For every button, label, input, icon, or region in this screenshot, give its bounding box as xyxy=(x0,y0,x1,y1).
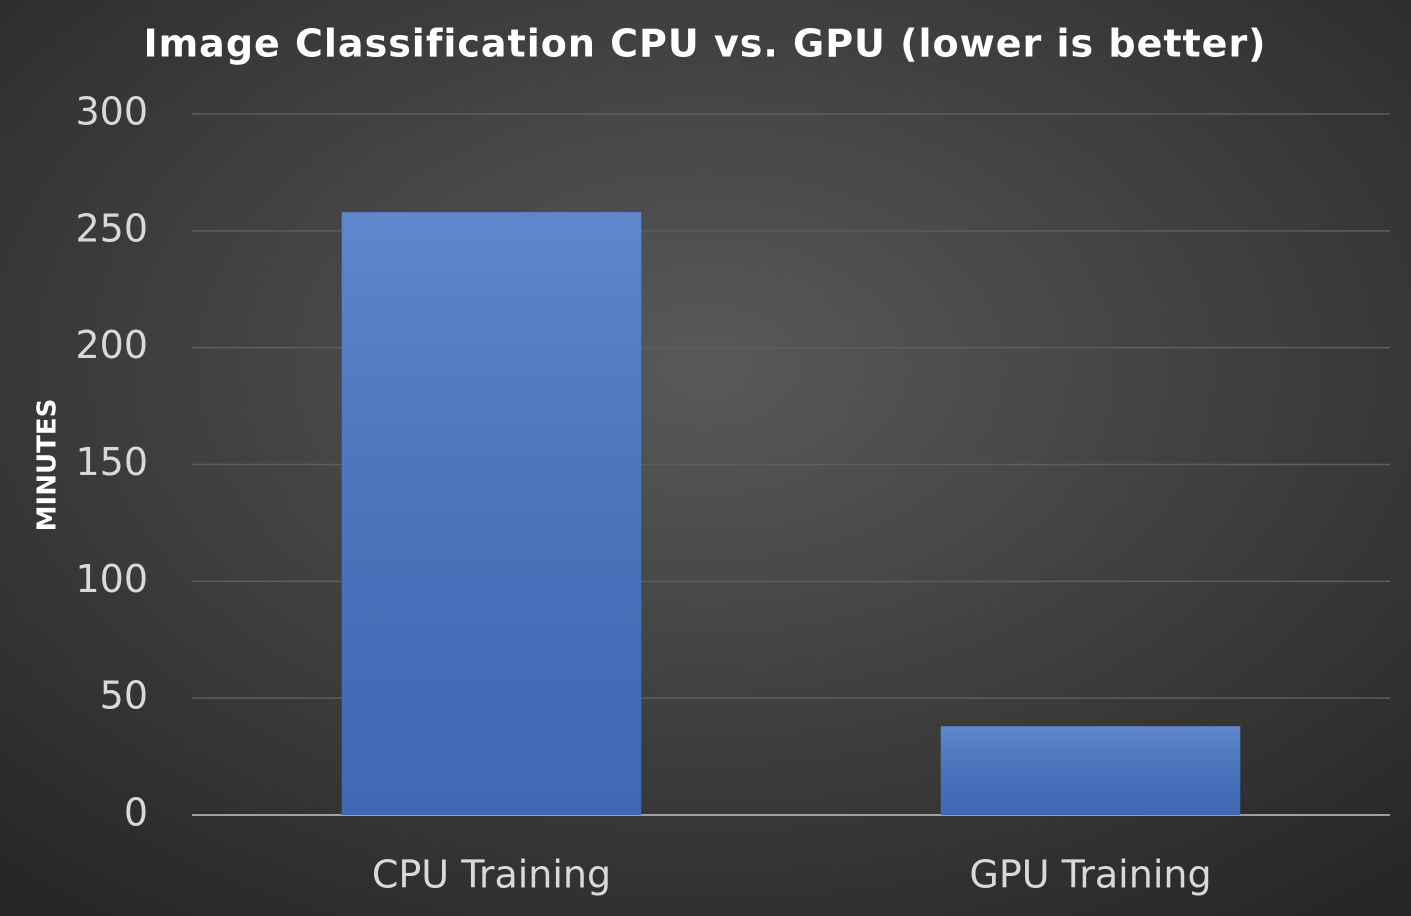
y-tick-label: 250 xyxy=(75,206,148,250)
x-tick-label: CPU Training xyxy=(372,853,611,897)
x-tick-label: GPU Training xyxy=(969,853,1211,897)
y-tick-label: 200 xyxy=(75,323,148,367)
chart-title: Image Classification CPU vs. GPU (lower … xyxy=(143,22,1266,66)
y-tick-label: 300 xyxy=(75,90,148,134)
y-tick-label: 50 xyxy=(100,674,148,718)
y-tick-label: 0 xyxy=(124,791,148,835)
bar-shade xyxy=(341,212,642,815)
bar-shade xyxy=(940,726,1241,815)
y-axis-label: MINUTES xyxy=(33,399,63,532)
y-tick-label: 100 xyxy=(75,557,148,601)
y-tick-label: 150 xyxy=(75,440,148,484)
